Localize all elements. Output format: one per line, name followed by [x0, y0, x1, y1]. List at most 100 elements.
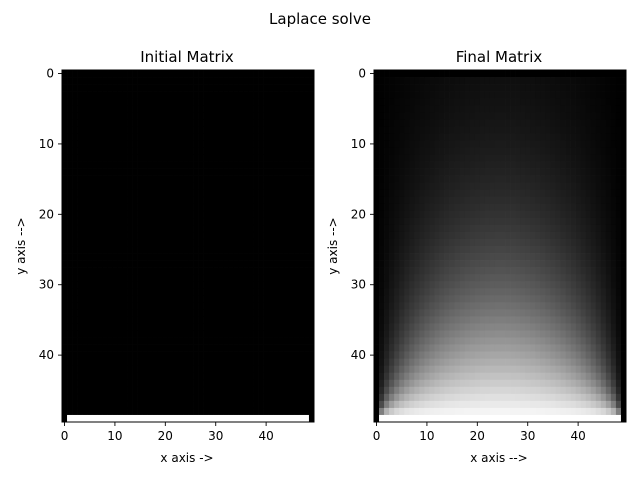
- heatmap-cell: [515, 189, 521, 198]
- heatmap-cell: [213, 295, 219, 303]
- heatmap-cell: [72, 217, 78, 226]
- heatmap-cell: [203, 253, 209, 261]
- heatmap-cell: [238, 309, 244, 317]
- heatmap-cell: [182, 344, 189, 352]
- heatmap-cell: [198, 407, 204, 416]
- heatmap-cell: [484, 147, 491, 155]
- heatmap-cell: [545, 358, 551, 367]
- heatmap-cell: [162, 91, 169, 99]
- heatmap-cell: [429, 344, 435, 352]
- heatmap-cell: [233, 168, 239, 176]
- heatmap-cell: [258, 288, 264, 296]
- heatmap-cell: [132, 323, 138, 331]
- heatmap-cell: [193, 407, 199, 416]
- heatmap-cell: [193, 316, 199, 324]
- x-tick-label: 10: [107, 429, 122, 443]
- heatmap-cell: [585, 372, 592, 381]
- heatmap-cell: [429, 133, 435, 141]
- heatmap-cell: [424, 175, 430, 183]
- heatmap-cell: [268, 217, 275, 226]
- heatmap-cell: [434, 351, 440, 359]
- heatmap-cell: [620, 330, 627, 338]
- heatmap-cell: [469, 344, 476, 352]
- heatmap-cell: [575, 288, 581, 296]
- heatmap-cell: [464, 330, 471, 338]
- heatmap-cell: [92, 400, 98, 409]
- heatmap-cell: [243, 182, 249, 191]
- heatmap-cell: [97, 91, 103, 99]
- heatmap-cell: [535, 386, 541, 395]
- heatmap-cell: [600, 295, 607, 303]
- heatmap-cell: [198, 260, 204, 268]
- heatmap-cell: [97, 238, 103, 247]
- heatmap-cell: [233, 337, 239, 345]
- heatmap-cell: [238, 386, 244, 395]
- heatmap-cell: [505, 253, 511, 261]
- heatmap-cell: [147, 246, 154, 254]
- heatmap-cell: [550, 316, 556, 324]
- heatmap-cell: [389, 210, 395, 219]
- heatmap-cell: [580, 119, 587, 127]
- heatmap-cell: [167, 386, 174, 395]
- heatmap-cell: [208, 126, 214, 134]
- heatmap-cell: [550, 210, 556, 219]
- heatmap-cell: [399, 414, 405, 423]
- heatmap-cell: [152, 260, 159, 268]
- heatmap-cell: [610, 260, 617, 268]
- heatmap-cell: [203, 133, 209, 141]
- heatmap-cell: [303, 231, 310, 240]
- heatmap-cell: [218, 400, 224, 409]
- heatmap-cell: [248, 407, 254, 416]
- heatmap-cell: [132, 112, 138, 120]
- heatmap-cell: [218, 246, 224, 254]
- heatmap-cell: [494, 84, 501, 92]
- heatmap-cell: [474, 365, 481, 374]
- heatmap-cell: [505, 281, 511, 289]
- heatmap-cell: [389, 238, 395, 247]
- heatmap-cell: [434, 161, 440, 169]
- heatmap-cell: [92, 330, 98, 338]
- heatmap-cell: [72, 98, 78, 106]
- heatmap-cell: [293, 407, 300, 416]
- heatmap-cell: [399, 238, 405, 247]
- heatmap-cell: [585, 133, 592, 141]
- heatmap-cell: [484, 344, 491, 352]
- heatmap-cell: [459, 274, 466, 282]
- heatmap-cell: [298, 140, 305, 148]
- heatmap-cell: [429, 295, 435, 303]
- heatmap-cell: [283, 281, 290, 289]
- heatmap-cell: [177, 77, 184, 85]
- heatmap-cell: [454, 91, 461, 99]
- heatmap-cell: [515, 358, 521, 367]
- heatmap-cell: [243, 386, 249, 395]
- heatmap-cell: [283, 365, 290, 374]
- heatmap-cell: [253, 295, 259, 303]
- heatmap-cell: [560, 77, 566, 85]
- heatmap-cell: [459, 161, 466, 169]
- heatmap-cell: [374, 77, 380, 85]
- heatmap-cell: [444, 217, 450, 226]
- heatmap-cell: [82, 168, 88, 176]
- heatmap-cell: [273, 295, 280, 303]
- heatmap-cell: [62, 175, 68, 183]
- heatmap-cell: [248, 203, 254, 212]
- heatmap-cell: [570, 238, 576, 247]
- heatmap-cell: [228, 217, 234, 226]
- heatmap-cell: [67, 224, 73, 233]
- heatmap-cell: [384, 351, 390, 359]
- heatmap-cell: [414, 119, 420, 127]
- heatmap-cell: [112, 267, 118, 275]
- heatmap-cell: [303, 414, 310, 423]
- heatmap-cell: [374, 295, 380, 303]
- heatmap-cell: [500, 309, 506, 317]
- heatmap-cell: [278, 309, 285, 317]
- heatmap-cell: [545, 274, 551, 282]
- heatmap-cell: [132, 372, 138, 381]
- heatmap-cell: [288, 330, 295, 338]
- heatmap-cell: [223, 400, 229, 409]
- heatmap-cell: [92, 386, 98, 395]
- heatmap-cell: [77, 182, 83, 191]
- heatmap-cell: [580, 105, 587, 113]
- heatmap-cell: [479, 84, 486, 92]
- heatmap-cell: [208, 309, 214, 317]
